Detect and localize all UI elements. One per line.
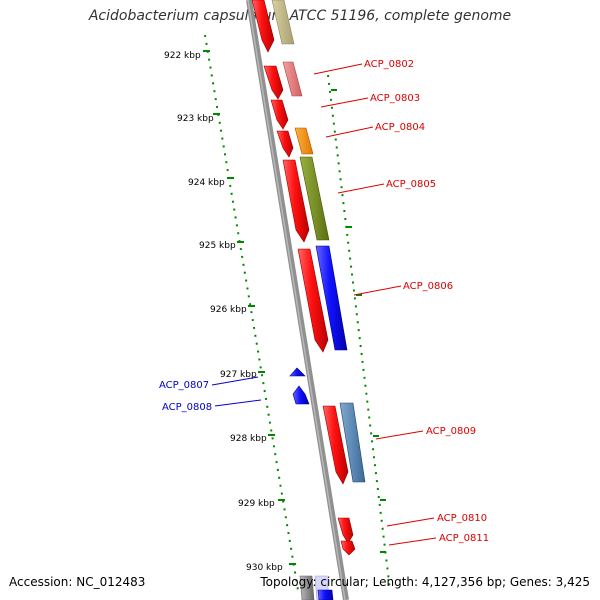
genome-backbone (246, 0, 349, 600)
gene-arrow-0801 (251, 0, 275, 53)
gene-label-0803[interactable]: ACP_0803 (370, 93, 420, 104)
gene-arrow-0810 (337, 517, 354, 544)
gene-label-0808[interactable]: ACP_0808 (162, 402, 212, 413)
ruler-line-right (327, 74, 391, 591)
leader-0809 (375, 430, 424, 440)
gene-arrow-0808 (292, 385, 310, 405)
ruler-line-left (204, 34, 299, 591)
map-title: Acidobacterium capsulatum ATCC 51196, co… (88, 8, 512, 24)
topology-text: Topology: circular; Length: 4,127,356 bp… (260, 575, 590, 589)
gene-label-0811[interactable]: ACP_0811 (439, 533, 489, 544)
tick-label-926: 926 kbp (210, 305, 247, 315)
forward-strand-genes (251, 0, 356, 556)
category-bar-0802 (282, 61, 303, 97)
category-bar-bottom-blue (317, 589, 334, 600)
category-bars (271, 0, 366, 600)
tick-label-928: 928 kbp (230, 434, 267, 444)
category-bar-0801 (271, 0, 295, 45)
gene-arrow-0807 (289, 367, 306, 377)
leader-0807 (211, 376, 259, 386)
leader-0803 (320, 97, 369, 108)
tick-label-930: 930 kbp (246, 563, 283, 573)
tick-label-925: 925 kbp (199, 241, 236, 251)
gene-arrow-0803 (270, 99, 289, 130)
category-bar-0809 (339, 402, 366, 483)
genome-backbone-highlight (247, 0, 346, 600)
category-bar-0804 (294, 127, 314, 155)
gene-arrow-0804 (276, 130, 294, 158)
ruler-ticks (203, 50, 386, 565)
gene-label-0810[interactable]: ACP_0810 (437, 513, 487, 524)
accession-text: Accession: NC_012483 (9, 575, 146, 589)
leader-0806 (353, 285, 402, 296)
reverse-strand-genes (289, 367, 310, 405)
leader-0805 (337, 183, 385, 194)
tick-label-923: 923 kbp (177, 114, 214, 124)
category-bar-0805 (299, 156, 330, 241)
leader-0804 (325, 126, 374, 138)
leader-0810 (386, 517, 435, 527)
tick-label-927: 927 kbp (220, 370, 257, 380)
gene-label-0809[interactable]: ACP_0809 (426, 426, 476, 437)
leader-0808 (214, 399, 262, 407)
gene-label-0802[interactable]: ACP_0802 (364, 59, 414, 70)
leader-0802 (313, 63, 363, 75)
gene-arrow-0809 (322, 405, 349, 485)
tick-label-922: 922 kbp (164, 51, 201, 61)
tick-label-929: 929 kbp (238, 499, 275, 509)
gene-arrow-0805 (282, 159, 310, 243)
category-bar-bottom-gray (299, 575, 315, 600)
gene-arrow-0802 (263, 65, 284, 100)
tick-label-924: 924 kbp (188, 178, 225, 188)
gene-label-0806[interactable]: ACP_0806 (403, 281, 453, 292)
label-leaders (211, 63, 437, 546)
leader-0811 (388, 537, 437, 546)
gene-arrow-0806 (297, 248, 329, 353)
gene-arrow-0811 (340, 540, 356, 556)
gene-label-0805[interactable]: ACP_0805 (386, 179, 436, 190)
gene-label-0804[interactable]: ACP_0804 (375, 122, 425, 133)
gene-label-0807[interactable]: ACP_0807 (159, 380, 209, 391)
category-bar-0806 (315, 245, 348, 351)
